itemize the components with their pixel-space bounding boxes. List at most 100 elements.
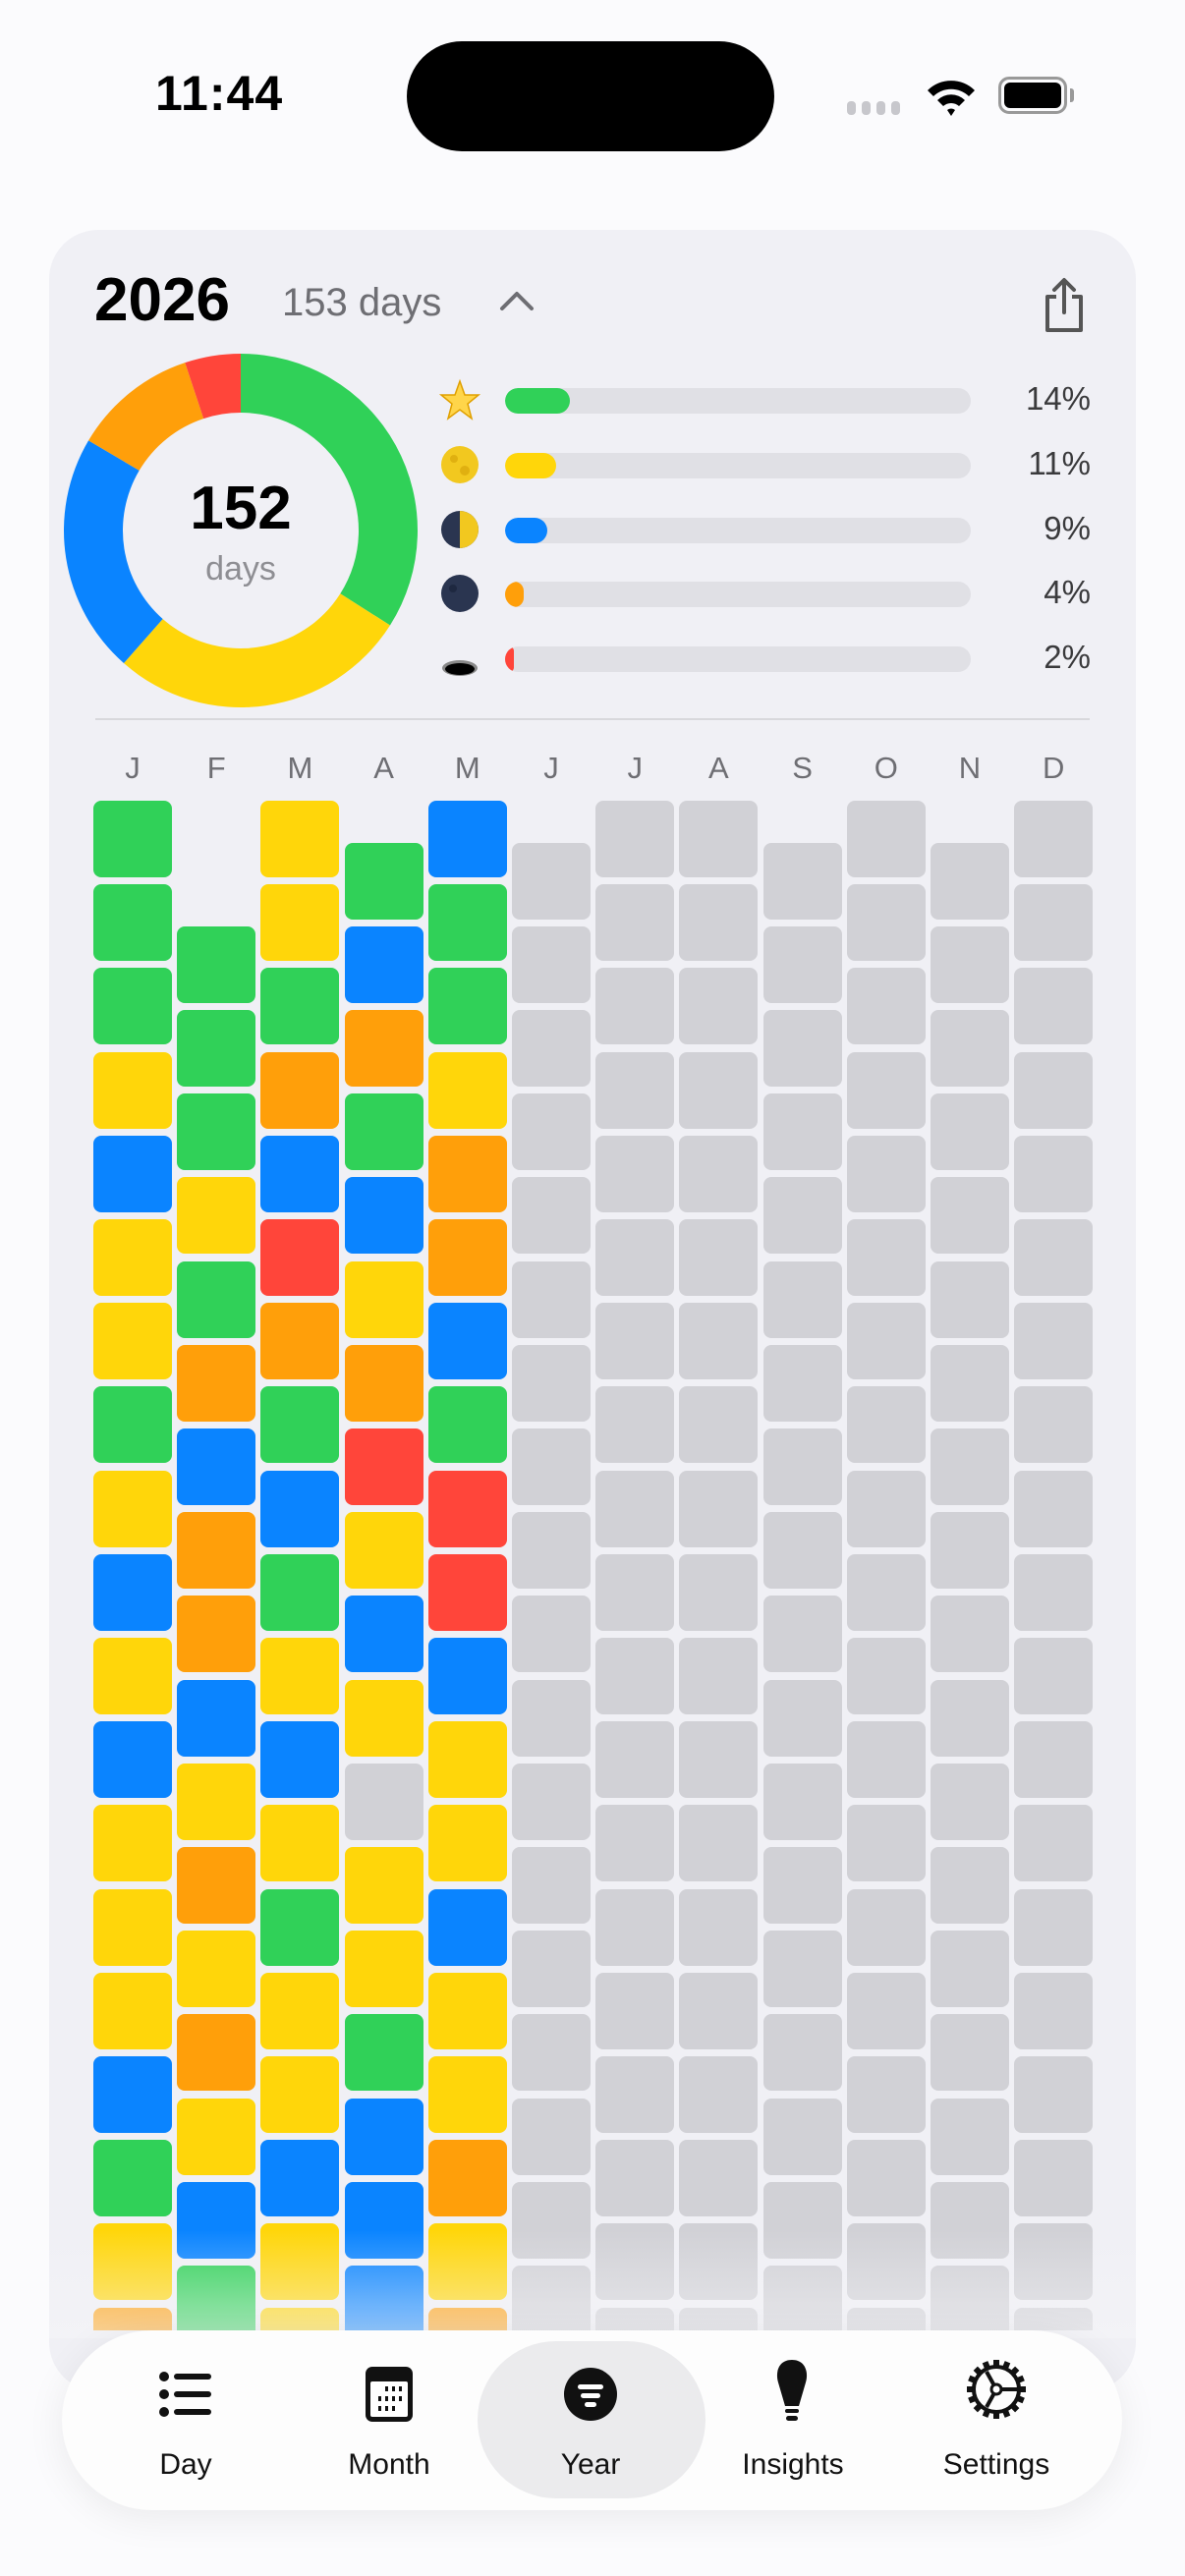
day-cell[interactable] <box>93 884 172 962</box>
day-cell[interactable] <box>679 1470 759 1547</box>
day-cell[interactable] <box>595 1805 675 1882</box>
day-cell[interactable] <box>762 1847 842 1924</box>
day-cell[interactable] <box>679 2056 759 2133</box>
day-cell[interactable] <box>344 1010 423 1087</box>
day-cell[interactable] <box>679 2140 759 2217</box>
day-cell[interactable] <box>846 2056 926 2133</box>
day-cell[interactable] <box>846 1219 926 1296</box>
day-cell[interactable] <box>846 1888 926 1966</box>
day-cell[interactable] <box>931 842 1009 920</box>
day-cell[interactable] <box>679 1386 759 1464</box>
day-cell[interactable] <box>679 1135 759 1212</box>
day-cell[interactable] <box>1014 1638 1094 1714</box>
day-cell[interactable] <box>931 1177 1009 1255</box>
day-cell[interactable] <box>679 1051 759 1129</box>
day-cell[interactable] <box>260 1553 340 1631</box>
day-cell[interactable] <box>931 1847 1009 1924</box>
day-cell[interactable] <box>931 1010 1009 1087</box>
day-cell[interactable] <box>344 2098 423 2175</box>
day-cell[interactable] <box>93 1386 172 1464</box>
day-cell[interactable] <box>846 1135 926 1212</box>
day-cell[interactable] <box>595 801 675 877</box>
day-cell[interactable] <box>93 1805 172 1882</box>
day-cell[interactable] <box>1014 801 1094 877</box>
day-cell[interactable] <box>344 1344 423 1422</box>
day-cell[interactable] <box>1014 1470 1094 1547</box>
day-cell[interactable] <box>595 1638 675 1714</box>
day-cell[interactable] <box>1014 2056 1094 2133</box>
day-cell[interactable] <box>177 1428 256 1505</box>
day-cell[interactable] <box>762 925 842 1003</box>
day-cell[interactable] <box>260 2140 340 2217</box>
day-cell[interactable] <box>93 968 172 1045</box>
day-cell[interactable] <box>595 1553 675 1631</box>
day-cell[interactable] <box>344 1177 423 1255</box>
day-cell[interactable] <box>512 842 591 920</box>
day-cell[interactable] <box>846 1303 926 1380</box>
day-cell[interactable] <box>344 925 423 1003</box>
day-cell[interactable] <box>595 884 675 962</box>
day-cell[interactable] <box>512 1931 591 2008</box>
day-cell[interactable] <box>846 1470 926 1547</box>
day-cell[interactable] <box>177 1847 256 1924</box>
day-cell[interactable] <box>344 842 423 920</box>
day-cell[interactable] <box>846 1386 926 1464</box>
day-cell[interactable] <box>260 1638 340 1714</box>
day-cell[interactable] <box>427 801 507 877</box>
day-cell[interactable] <box>512 1260 591 1338</box>
day-cell[interactable] <box>931 1931 1009 2008</box>
day-cell[interactable] <box>427 1553 507 1631</box>
day-cell[interactable] <box>762 2098 842 2175</box>
day-cell[interactable] <box>344 1260 423 1338</box>
day-cell[interactable] <box>762 1512 842 1590</box>
day-cell[interactable] <box>93 1219 172 1296</box>
day-cell[interactable] <box>931 925 1009 1003</box>
day-cell[interactable] <box>762 1931 842 2008</box>
day-cell[interactable] <box>93 2140 172 2217</box>
day-cell[interactable] <box>177 925 256 1003</box>
day-cell[interactable] <box>1014 1805 1094 1882</box>
day-cell[interactable] <box>93 1135 172 1212</box>
day-cell[interactable] <box>1014 1888 1094 1966</box>
day-cell[interactable] <box>679 1888 759 1966</box>
day-cell[interactable] <box>427 1805 507 1882</box>
tab-month[interactable]: Month <box>291 2353 487 2491</box>
day-cell[interactable] <box>93 1638 172 1714</box>
day-cell[interactable] <box>344 1428 423 1505</box>
day-cell[interactable] <box>427 1051 507 1129</box>
day-cell[interactable] <box>1014 1553 1094 1631</box>
day-cell[interactable] <box>427 968 507 1045</box>
day-cell[interactable] <box>679 1972 759 2049</box>
day-cell[interactable] <box>177 2014 256 2092</box>
day-cell[interactable] <box>93 2056 172 2133</box>
day-cell[interactable] <box>93 1051 172 1129</box>
day-cell[interactable] <box>931 2014 1009 2092</box>
day-cell[interactable] <box>846 801 926 877</box>
day-cell[interactable] <box>1014 1386 1094 1464</box>
day-cell[interactable] <box>595 1303 675 1380</box>
chevron-up-icon[interactable] <box>496 285 537 314</box>
tab-day[interactable]: Day <box>87 2353 284 2491</box>
day-cell[interactable] <box>93 1888 172 1966</box>
day-cell[interactable] <box>427 1721 507 1799</box>
day-cell[interactable] <box>344 1596 423 1673</box>
day-cell[interactable] <box>931 1596 1009 1673</box>
day-cell[interactable] <box>177 1931 256 2008</box>
day-cell[interactable] <box>679 1638 759 1714</box>
day-cell[interactable] <box>762 1177 842 1255</box>
day-cell[interactable] <box>177 2098 256 2175</box>
day-cell[interactable] <box>1014 884 1094 962</box>
day-cell[interactable] <box>93 1303 172 1380</box>
day-cell[interactable] <box>177 1596 256 1673</box>
day-cell[interactable] <box>1014 1135 1094 1212</box>
day-cell[interactable] <box>344 1847 423 1924</box>
day-cell[interactable] <box>260 884 340 962</box>
day-cell[interactable] <box>427 1386 507 1464</box>
day-cell[interactable] <box>595 968 675 1045</box>
day-cell[interactable] <box>260 1386 340 1464</box>
day-cell[interactable] <box>512 1177 591 1255</box>
day-cell[interactable] <box>260 1805 340 1882</box>
day-cell[interactable] <box>177 1763 256 1840</box>
day-cell[interactable] <box>177 1260 256 1338</box>
day-cell[interactable] <box>260 968 340 1045</box>
